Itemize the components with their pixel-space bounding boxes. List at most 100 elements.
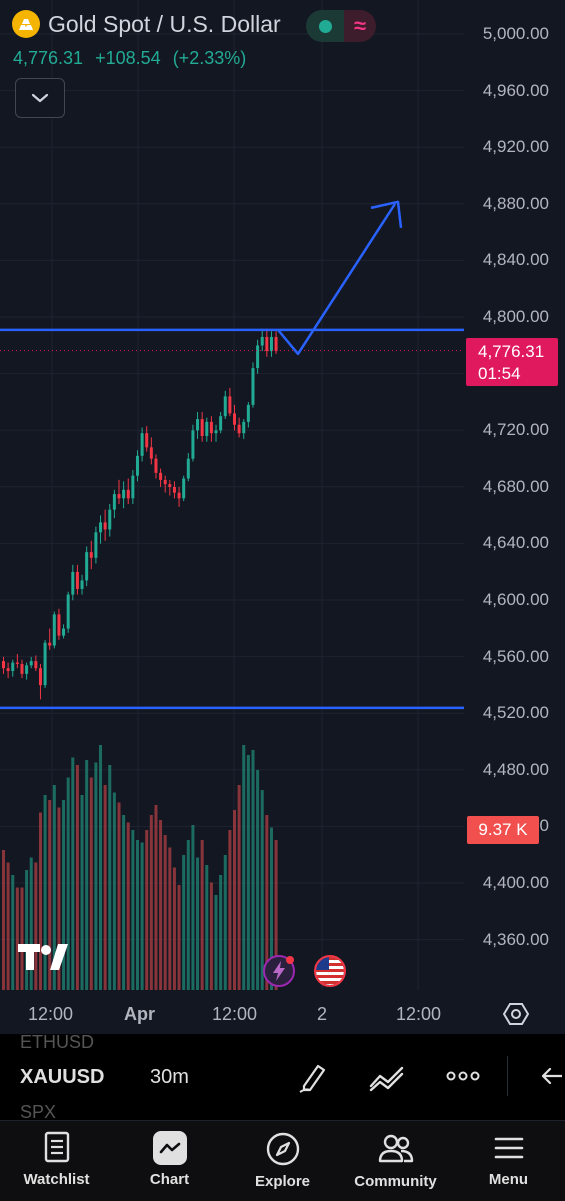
more-options-icon[interactable] [446, 1068, 480, 1084]
candle-body [177, 492, 181, 499]
volume-bars [2, 745, 278, 990]
drawing-tools-icon[interactable] [368, 1060, 406, 1094]
candle-body [25, 665, 29, 674]
tradingview-logo [18, 944, 68, 970]
undo-icon[interactable] [538, 1066, 562, 1088]
candle-body [182, 478, 186, 499]
nav-explore[interactable]: Explore [226, 1121, 339, 1201]
volume-bar [191, 825, 195, 990]
nav-watchlist[interactable]: Watchlist [0, 1121, 113, 1201]
us-flag-event-icon[interactable] [313, 954, 347, 988]
volume-bar [122, 815, 126, 990]
chart-icon [152, 1131, 187, 1165]
volume-bar [66, 777, 70, 990]
volume-bar [52, 785, 56, 990]
volume-bar [237, 785, 241, 990]
candle-body [6, 668, 10, 672]
projection-arrowhead [370, 200, 403, 229]
volume-bar [89, 777, 93, 990]
time-axis-label: 12:00 [212, 1004, 258, 1024]
candle-body [163, 479, 167, 485]
time-axis-label: 2 [317, 1004, 328, 1024]
volume-bar [43, 795, 47, 990]
drawings [0, 200, 464, 710]
volume-bar [163, 835, 167, 990]
price-axis-label: 4,800.00 [482, 307, 549, 326]
menu-icon [494, 1137, 523, 1159]
candle-body [122, 489, 126, 499]
candle-body [265, 336, 269, 352]
volume-bar [80, 795, 84, 990]
price-axis-label: 5,000.00 [482, 24, 549, 43]
candle-body [94, 532, 98, 558]
volume-bar [186, 840, 190, 990]
nav-community[interactable]: Community [339, 1121, 452, 1201]
candle-body [251, 368, 255, 405]
volume-bar [108, 765, 112, 990]
time-axis-label: Apr [124, 1004, 155, 1024]
candle-body [256, 345, 260, 369]
volume-bar [15, 887, 19, 990]
volume-bar [145, 830, 149, 990]
volume-bar [20, 887, 24, 990]
volume-bar [246, 755, 250, 990]
community-icon [378, 1134, 413, 1163]
volume-bar [209, 882, 213, 990]
bar-countdown: 01:54 [478, 364, 521, 383]
last-price: 4,776.31 [13, 48, 84, 68]
price-axis-label: 4,360.00 [482, 929, 549, 949]
market-status-pill[interactable]: ≈ [306, 10, 376, 42]
candle-body [126, 489, 130, 499]
bottom-navigation: Watchlist Chart Explore Community [0, 1120, 565, 1201]
price-chart[interactable] [0, 0, 565, 990]
nav-menu[interactable]: Menu [452, 1121, 565, 1201]
time-axis-label: 12:00 [396, 1004, 442, 1024]
volume-bar [223, 855, 227, 990]
nav-watchlist-label: Watchlist [23, 1171, 90, 1188]
toolbar-separator [507, 1056, 508, 1096]
volume-bar [251, 750, 255, 990]
candle-body [99, 522, 103, 533]
candle-body [34, 661, 38, 669]
volume-bar [11, 875, 15, 990]
chart-settings-icon[interactable] [503, 1001, 529, 1027]
candle-body [108, 509, 112, 530]
candle-body [168, 484, 172, 487]
collapse-legend-button[interactable] [15, 78, 65, 118]
nav-community-label: Community [354, 1173, 437, 1190]
price-change: +108.54 [95, 48, 161, 68]
volume-bar [75, 765, 79, 990]
interval-selector[interactable]: 30m [150, 1066, 189, 1088]
quote-line: 4,776.31 +108.54 (+2.33%) [13, 48, 253, 69]
candle-body [186, 458, 190, 479]
candle-body [71, 571, 75, 595]
candles [2, 328, 278, 700]
candle-body [191, 430, 195, 459]
candle-body [48, 642, 52, 646]
candle-body [131, 475, 135, 499]
candle-body [85, 552, 89, 581]
volume-bar [168, 847, 172, 990]
lightning-event-icon[interactable] [262, 954, 296, 988]
volume-bar [172, 867, 176, 990]
candle-body [233, 413, 236, 425]
pen-drawing-icon[interactable] [296, 1060, 330, 1094]
symbol-selector[interactable]: XAUUSD [20, 1066, 105, 1088]
nav-chart[interactable]: Chart [113, 1121, 226, 1201]
candle-body [29, 661, 33, 666]
chart-area[interactable]: Gold Spot / U.S. Dollar ≈ 4,776.31 +108.… [0, 0, 565, 990]
price-axis-label: 4,520.00 [482, 703, 549, 723]
candle-body [140, 433, 144, 456]
volume-bar [38, 812, 42, 990]
candle-body [43, 642, 47, 686]
candle-body [57, 614, 61, 636]
candle-body [117, 494, 121, 499]
candle-body [246, 404, 250, 422]
market-status-symbol: ≈ [344, 10, 376, 42]
symbol-header[interactable]: Gold Spot / U.S. Dollar [12, 10, 281, 38]
volume-bar [126, 822, 130, 990]
candle-body [15, 662, 19, 664]
candle-body [103, 522, 107, 530]
volume-bar [99, 745, 103, 990]
volume-bar [48, 800, 52, 990]
